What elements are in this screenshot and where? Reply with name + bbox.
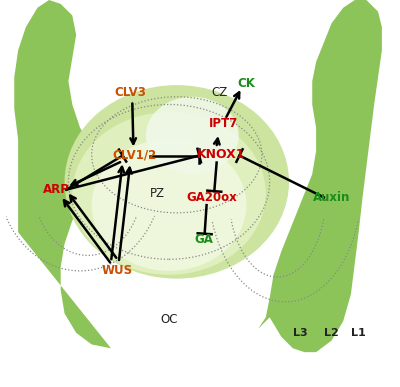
Text: L2: L2 [324,328,339,338]
Text: CLV1/2: CLV1/2 [112,148,156,161]
Ellipse shape [72,112,266,275]
Text: L1: L1 [351,328,366,338]
Text: Auxin: Auxin [313,191,350,204]
Text: L3: L3 [293,328,308,338]
Ellipse shape [92,139,246,271]
Text: CZ: CZ [212,86,228,99]
Text: CLV3: CLV3 [114,86,146,99]
Text: KNOX1: KNOX1 [197,148,246,161]
Text: PZ: PZ [150,187,165,200]
Text: CK: CK [238,77,255,90]
Text: GA20ox: GA20ox [186,191,237,204]
Ellipse shape [146,97,239,174]
Text: GA: GA [194,233,213,247]
Text: IPT7: IPT7 [208,117,238,130]
Text: ARP: ARP [43,183,70,196]
Text: OC: OC [160,313,178,326]
Polygon shape [14,0,382,352]
Ellipse shape [64,85,289,279]
Text: WUS: WUS [101,264,132,277]
